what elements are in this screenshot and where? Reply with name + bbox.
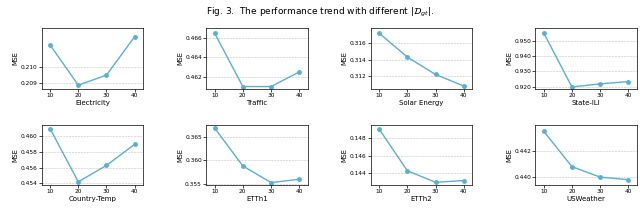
X-axis label: ETTh1: ETTh1	[246, 196, 268, 202]
X-axis label: Traffic: Traffic	[246, 100, 268, 106]
Text: Fig. 3.  The performance trend with different $|\mathcal{D}_{gt}|$.: Fig. 3. The performance trend with diffe…	[206, 6, 434, 19]
Y-axis label: MSE: MSE	[342, 148, 348, 162]
X-axis label: Country-Temp: Country-Temp	[68, 196, 116, 202]
Y-axis label: MSE: MSE	[177, 148, 183, 162]
X-axis label: ETTh2: ETTh2	[411, 196, 432, 202]
Y-axis label: MSE: MSE	[12, 51, 19, 65]
Y-axis label: MSE: MSE	[12, 148, 19, 162]
Y-axis label: MSE: MSE	[506, 148, 512, 162]
Y-axis label: MSE: MSE	[177, 51, 183, 65]
X-axis label: State-ILI: State-ILI	[572, 100, 600, 106]
Y-axis label: MSE: MSE	[506, 51, 512, 65]
X-axis label: Electricity: Electricity	[75, 100, 110, 106]
Y-axis label: MSE: MSE	[342, 51, 348, 65]
X-axis label: USWeather: USWeather	[566, 196, 605, 202]
X-axis label: Solar Energy: Solar Energy	[399, 100, 444, 106]
